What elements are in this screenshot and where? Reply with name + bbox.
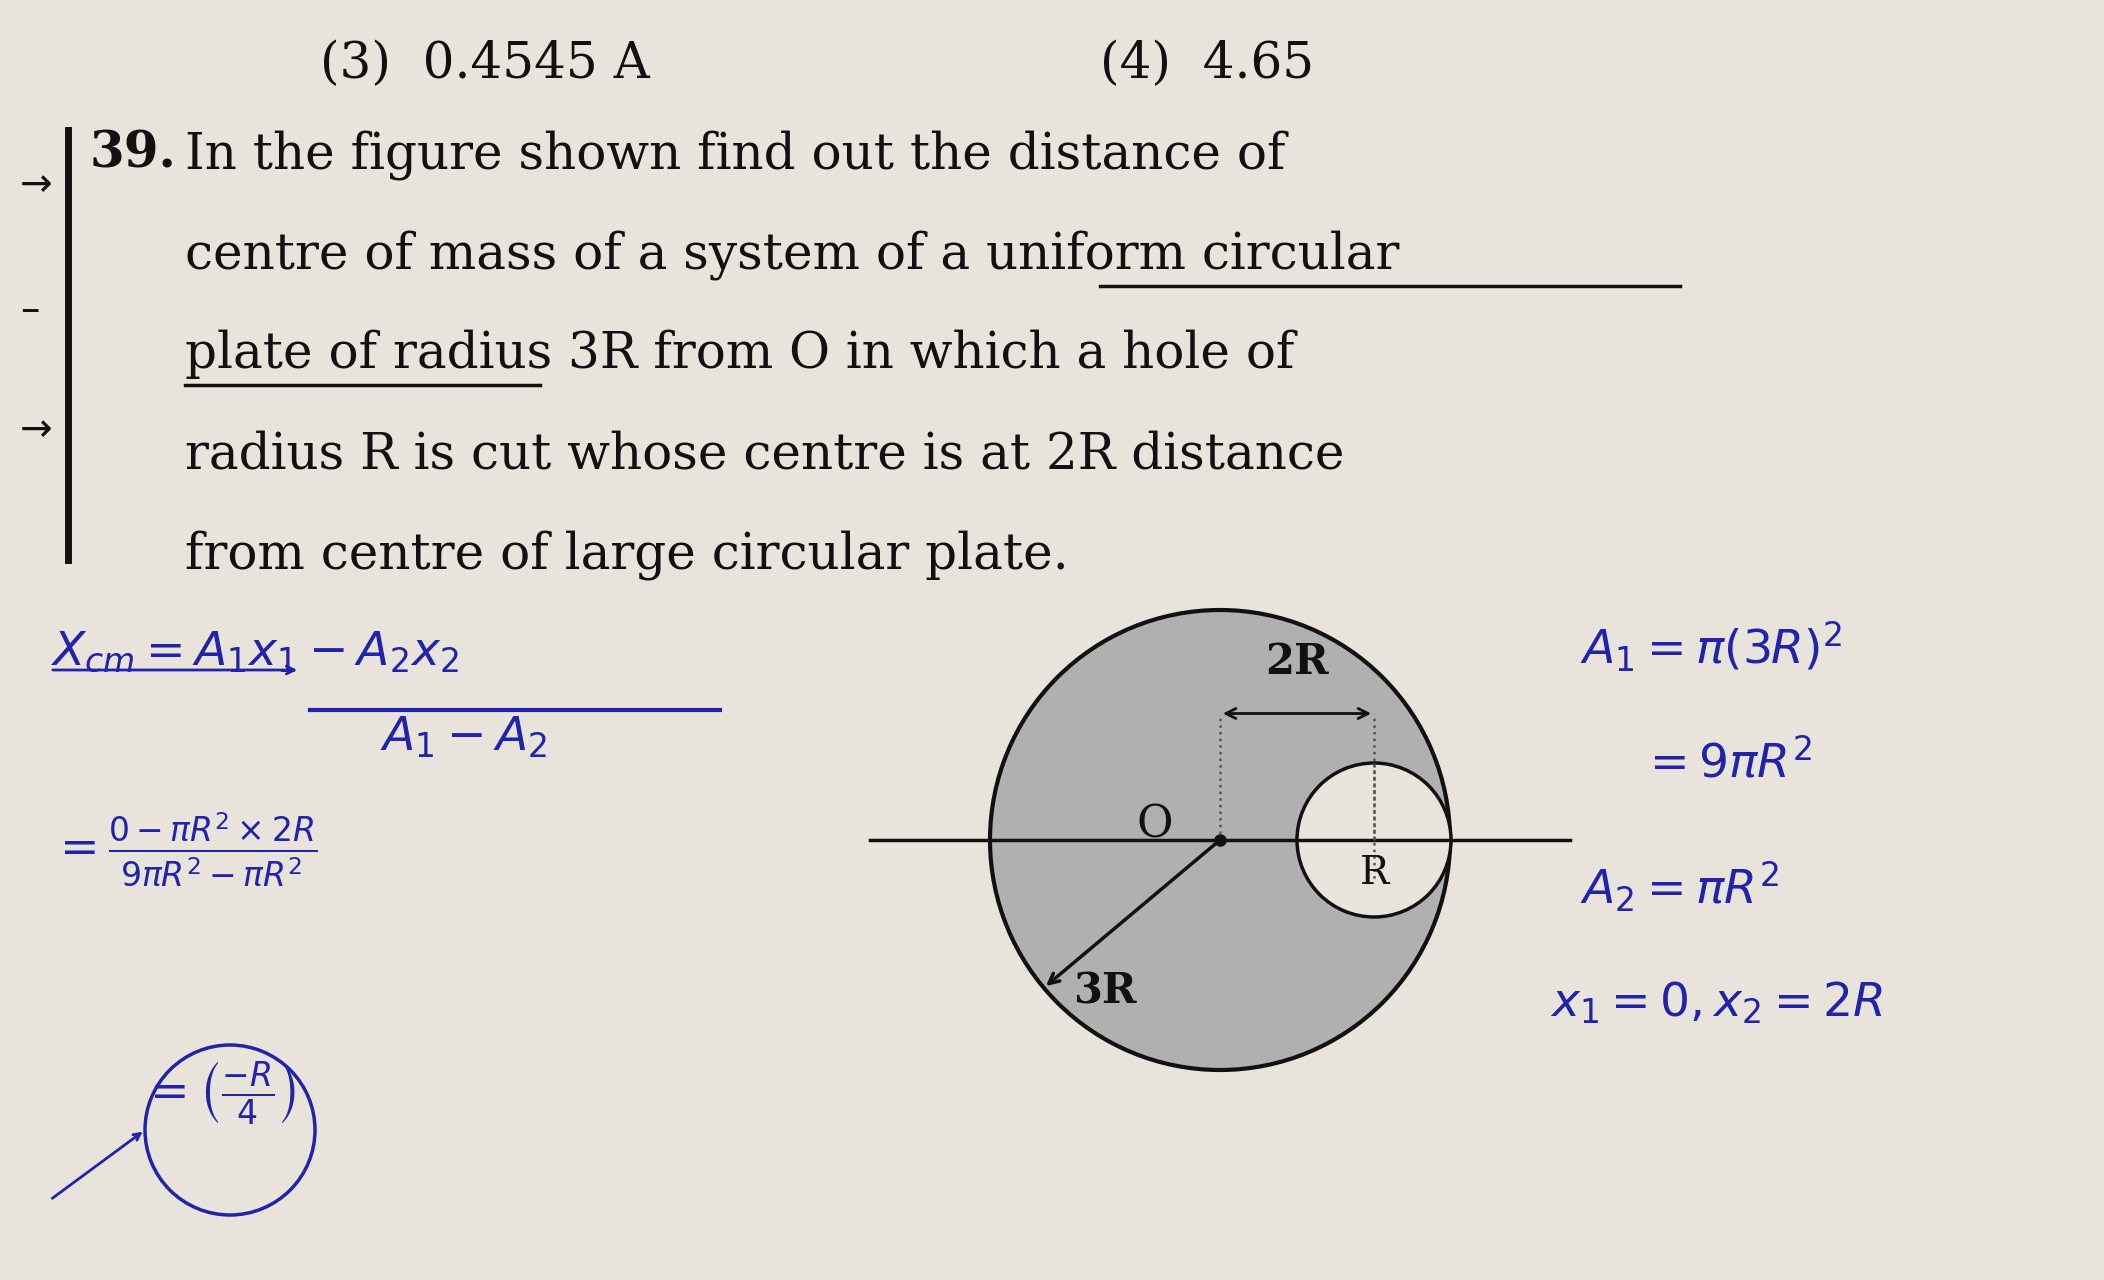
- Text: R: R: [1359, 855, 1389, 892]
- Text: $\mathit{x_1=0,x_2=2R}$: $\mathit{x_1=0,x_2=2R}$: [1551, 980, 1883, 1027]
- Text: (3)  0.4545 A: (3) 0.4545 A: [320, 40, 650, 90]
- Text: (4)  4.65: (4) 4.65: [1100, 40, 1315, 90]
- Text: O: O: [1136, 804, 1174, 846]
- Text: In the figure shown find out the distance of: In the figure shown find out the distanc…: [185, 131, 1286, 180]
- Text: radius R is cut whose centre is at 2R distance: radius R is cut whose centre is at 2R di…: [185, 430, 1344, 480]
- Text: from centre of large circular plate.: from centre of large circular plate.: [185, 530, 1069, 580]
- Text: centre of mass of a system of a uniform circular: centre of mass of a system of a uniform …: [185, 230, 1399, 280]
- Text: $\mathit{A_1-A_2}$: $\mathit{A_1-A_2}$: [381, 716, 547, 760]
- Text: $\mathit{=\frac{0-\pi R^2\times 2R}{9\pi R^2-\pi R^2}}$: $\mathit{=\frac{0-\pi R^2\times 2R}{9\pi…: [50, 810, 318, 887]
- Text: –: –: [21, 291, 40, 329]
- Circle shape: [991, 611, 1450, 1070]
- Text: plate of radius 3R from O in which a hole of: plate of radius 3R from O in which a hol…: [185, 330, 1294, 379]
- Circle shape: [1296, 763, 1452, 916]
- Text: 39.: 39.: [90, 131, 177, 179]
- Text: →: →: [21, 166, 53, 204]
- Text: $\mathit{=9\pi R^2}$: $\mathit{=9\pi R^2}$: [1639, 740, 1812, 787]
- Text: $\mathit{A_2=\pi R^2}$: $\mathit{A_2=\pi R^2}$: [1580, 860, 1780, 914]
- Text: $\mathit{X_{cm}=A_1x_1-A_2x_2}$: $\mathit{X_{cm}=A_1x_1-A_2x_2}$: [50, 630, 459, 675]
- Text: $\mathit{A_1=\pi(3R)^2}$: $\mathit{A_1=\pi(3R)^2}$: [1580, 620, 1841, 675]
- Text: $\mathit{=\left(\frac{-R}{4}\right)}$: $\mathit{=\left(\frac{-R}{4}\right)}$: [141, 1060, 297, 1128]
- Text: 2R: 2R: [1265, 641, 1330, 684]
- Text: →: →: [21, 411, 53, 449]
- Text: 3R: 3R: [1073, 970, 1136, 1012]
